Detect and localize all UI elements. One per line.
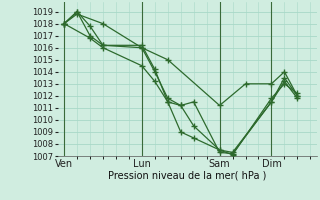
X-axis label: Pression niveau de la mer( hPa ): Pression niveau de la mer( hPa ) <box>108 170 266 180</box>
